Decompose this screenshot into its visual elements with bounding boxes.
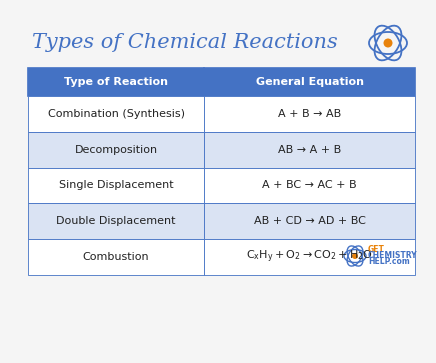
Text: AB → A + B: AB → A + B <box>278 145 341 155</box>
Text: $\mathrm{C_xH_y + O_2 \rightarrow CO_2 + H_2O}$: $\mathrm{C_xH_y + O_2 \rightarrow CO_2 +… <box>246 249 373 265</box>
FancyBboxPatch shape <box>28 68 204 96</box>
FancyBboxPatch shape <box>28 203 204 239</box>
Text: Decomposition: Decomposition <box>75 145 157 155</box>
Text: AB + CD → AD + BC: AB + CD → AD + BC <box>254 216 365 226</box>
Circle shape <box>352 253 358 259</box>
Text: Double Displacement: Double Displacement <box>56 216 176 226</box>
FancyBboxPatch shape <box>204 132 415 168</box>
Circle shape <box>384 38 392 48</box>
Text: A + BC → AC + B: A + BC → AC + B <box>262 180 357 191</box>
Text: CHEMISTRY: CHEMISTRY <box>368 252 418 261</box>
Text: GET: GET <box>368 245 385 254</box>
FancyBboxPatch shape <box>204 96 415 132</box>
Text: Type of Reaction: Type of Reaction <box>64 77 168 87</box>
FancyBboxPatch shape <box>28 132 204 168</box>
FancyBboxPatch shape <box>204 203 415 239</box>
Text: Types of Chemical Reactions: Types of Chemical Reactions <box>32 33 338 53</box>
Text: A + B → AB: A + B → AB <box>278 109 341 119</box>
FancyBboxPatch shape <box>204 168 415 203</box>
FancyBboxPatch shape <box>28 96 204 132</box>
FancyBboxPatch shape <box>204 239 415 275</box>
Text: Combustion: Combustion <box>83 252 150 262</box>
Text: Combination (Synthesis): Combination (Synthesis) <box>48 109 184 119</box>
Text: HELP.com: HELP.com <box>368 257 410 266</box>
FancyBboxPatch shape <box>28 239 204 275</box>
Text: General Equation: General Equation <box>255 77 364 87</box>
FancyBboxPatch shape <box>204 68 415 96</box>
FancyBboxPatch shape <box>28 168 204 203</box>
Text: Single Displacement: Single Displacement <box>59 180 174 191</box>
